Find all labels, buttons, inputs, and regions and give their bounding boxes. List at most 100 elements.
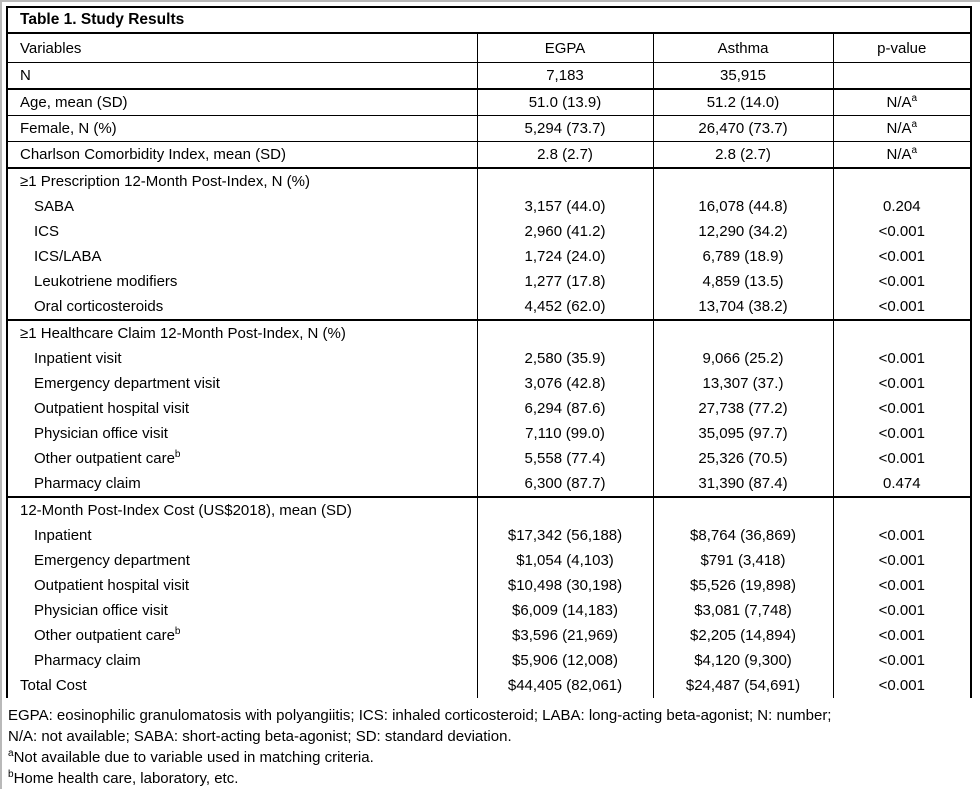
footnote-abbreviations-line-2: N/A: not available; SABA: short-acting b… bbox=[8, 728, 512, 745]
p-value-cell: <0.001 bbox=[832, 623, 972, 648]
p-value-cell: <0.001 bbox=[832, 294, 972, 320]
asthma-value-cell bbox=[652, 319, 833, 346]
table-row: Outpatient hospital visit 6,294 (87.6) 2… bbox=[7, 396, 972, 421]
table-row: Inpatient $17,342 (56,188) $8,764 (36,86… bbox=[7, 523, 972, 548]
section-label-cell: ≥1 Prescription 12-Month Post-Index, N (… bbox=[7, 167, 477, 194]
footnote-abbreviations-line-1: EGPA: eosinophilic granulomatosis with p… bbox=[8, 707, 832, 724]
row-label-cell: Emergency department bbox=[34, 552, 190, 569]
table-row: Pharmacy claim 6,300 (87.7) 31,390 (87.4… bbox=[7, 471, 972, 497]
egpa-value-cell: 3,157 (44.0) bbox=[476, 194, 653, 219]
row-label-cell: Inpatient bbox=[34, 527, 92, 544]
table-row: Charlson Comorbidity Index, mean (SD) 2.… bbox=[7, 141, 972, 169]
p-value-cell: 0.474 bbox=[832, 471, 972, 497]
egpa-value-cell: $6,009 (14,183) bbox=[476, 598, 653, 623]
asthma-value-cell: $2,205 (14,894) bbox=[652, 623, 833, 648]
column-header-pvalue: p-value bbox=[832, 33, 972, 63]
asthma-value-cell: $4,120 (9,300) bbox=[652, 648, 833, 673]
row-label-cell: Outpatient hospital visit bbox=[34, 577, 190, 594]
table-row: ICS/LABA 1,724 (24.0) 6,789 (18.9) <0.00… bbox=[7, 244, 972, 269]
asthma-value-cell: 25,326 (70.5) bbox=[652, 446, 833, 471]
asthma-value-cell bbox=[652, 167, 833, 194]
table-row: Physician office visit $6,009 (14,183) $… bbox=[7, 598, 972, 623]
table-row: Other outpatient careb 5,558 (77.4) 25,3… bbox=[7, 446, 972, 471]
egpa-value-cell: 1,277 (17.8) bbox=[476, 269, 653, 294]
egpa-value-cell: 7,110 (99.0) bbox=[476, 421, 653, 446]
row-label-cell: Pharmacy claim bbox=[34, 475, 141, 492]
table-row: Emergency department $1,054 (4,103) $791… bbox=[7, 548, 972, 573]
section-header-row: ≥1 Prescription 12-Month Post-Index, N (… bbox=[7, 167, 972, 194]
asthma-value-cell: 31,390 (87.4) bbox=[652, 471, 833, 497]
asthma-value-cell: 35,915 bbox=[652, 62, 833, 90]
asthma-value-cell: 26,470 (73.7) bbox=[652, 115, 833, 142]
p-value-cell: <0.001 bbox=[832, 421, 972, 446]
table-row: Female, N (%) 5,294 (73.7) 26,470 (73.7)… bbox=[7, 115, 972, 142]
p-value-cell: <0.001 bbox=[832, 673, 972, 698]
asthma-value-cell: 2.8 (2.7) bbox=[652, 141, 833, 169]
footnote-a: aNot available due to variable used in m… bbox=[8, 748, 374, 767]
total-cost-row: Total Cost $44,405 (82,061) $24,487 (54,… bbox=[7, 673, 972, 698]
table-row: Outpatient hospital visit $10,498 (30,19… bbox=[7, 573, 972, 598]
row-label-cell: Charlson Comorbidity Index, mean (SD) bbox=[7, 141, 477, 169]
p-value-cell: <0.001 bbox=[832, 371, 972, 396]
asthma-value-cell: 4,859 (13.5) bbox=[652, 269, 833, 294]
table-title-row: Table 1. Study Results bbox=[7, 7, 972, 34]
asthma-value-cell: 9,066 (25.2) bbox=[652, 346, 833, 371]
table-row: Oral corticosteroids 4,452 (62.0) 13,704… bbox=[7, 294, 972, 320]
table-title: Table 1. Study Results bbox=[7, 7, 972, 34]
table-row: Age, mean (SD) 51.0 (13.9) 51.2 (14.0) N… bbox=[7, 89, 972, 116]
table-row: Inpatient visit 2,580 (35.9) 9,066 (25.2… bbox=[7, 346, 972, 371]
row-label-cell: ICS bbox=[34, 223, 60, 240]
row-label-cell: N bbox=[7, 62, 477, 90]
asthma-value-cell: $791 (3,418) bbox=[652, 548, 833, 573]
table-row: Emergency department visit 3,076 (42.8) … bbox=[7, 371, 972, 396]
table-row: Physician office visit 7,110 (99.0) 35,0… bbox=[7, 421, 972, 446]
p-value-cell: <0.001 bbox=[832, 244, 972, 269]
row-label-cell: Emergency department visit bbox=[34, 375, 220, 392]
asthma-value-cell: $3,081 (7,748) bbox=[652, 598, 833, 623]
study-results-table: Table 1. Study Results Variables EGPA As… bbox=[6, 6, 973, 698]
asthma-value-cell: $24,487 (54,691) bbox=[652, 673, 833, 698]
asthma-value-cell: 51.2 (14.0) bbox=[652, 89, 833, 116]
section-label-cell: ≥1 Healthcare Claim 12-Month Post-Index,… bbox=[7, 319, 477, 346]
table-row: N 7,183 35,915 bbox=[7, 62, 972, 90]
table-footnotes: EGPA: eosinophilic granulomatosis with p… bbox=[8, 705, 980, 789]
section-header-row: 12-Month Post-Index Cost (US$2018), mean… bbox=[7, 496, 972, 523]
egpa-value-cell: 2,580 (35.9) bbox=[476, 346, 653, 371]
egpa-value-cell: $10,498 (30,198) bbox=[476, 573, 653, 598]
row-label-cell: Leukotriene modifiers bbox=[34, 273, 178, 290]
asthma-value-cell: $5,526 (19,898) bbox=[652, 573, 833, 598]
egpa-value-cell: 5,294 (73.7) bbox=[476, 115, 653, 142]
asthma-value-cell: 12,290 (34.2) bbox=[652, 219, 833, 244]
column-header-asthma: Asthma bbox=[652, 33, 833, 63]
egpa-value-cell bbox=[476, 167, 653, 194]
egpa-value-cell: $5,906 (12,008) bbox=[476, 648, 653, 673]
egpa-value-cell: 2,960 (41.2) bbox=[476, 219, 653, 244]
p-value-cell: <0.001 bbox=[832, 598, 972, 623]
row-label-cell: Other outpatient careb bbox=[34, 449, 181, 468]
asthma-value-cell: 13,307 (37.) bbox=[652, 371, 833, 396]
column-header-variables: Variables bbox=[7, 33, 477, 63]
row-label-cell: Physician office visit bbox=[34, 425, 168, 442]
row-label-cell: SABA bbox=[34, 198, 75, 215]
asthma-value-cell: 35,095 (97.7) bbox=[652, 421, 833, 446]
p-value-cell: <0.001 bbox=[832, 219, 972, 244]
table-row: Pharmacy claim $5,906 (12,008) $4,120 (9… bbox=[7, 648, 972, 673]
egpa-value-cell: 2.8 (2.7) bbox=[476, 141, 653, 169]
egpa-value-cell: 1,724 (24.0) bbox=[476, 244, 653, 269]
p-value-cell: <0.001 bbox=[832, 548, 972, 573]
p-value-cell: 0.204 bbox=[832, 194, 972, 219]
section-header-row: ≥1 Healthcare Claim 12-Month Post-Index,… bbox=[7, 319, 972, 346]
footnote-b: bHome health care, laboratory, etc. bbox=[8, 769, 239, 788]
table-row: Leukotriene modifiers 1,277 (17.8) 4,859… bbox=[7, 269, 972, 294]
p-value-cell: <0.001 bbox=[832, 269, 972, 294]
egpa-value-cell: 4,452 (62.0) bbox=[476, 294, 653, 320]
egpa-value-cell: 7,183 bbox=[476, 62, 653, 90]
p-value-cell: <0.001 bbox=[832, 648, 972, 673]
row-label-cell: ICS/LABA bbox=[34, 248, 102, 265]
egpa-value-cell: $1,054 (4,103) bbox=[476, 548, 653, 573]
egpa-value-cell: 51.0 (13.9) bbox=[476, 89, 653, 116]
egpa-value-cell: 3,076 (42.8) bbox=[476, 371, 653, 396]
section-label-cell: 12-Month Post-Index Cost (US$2018), mean… bbox=[7, 496, 477, 523]
p-value-cell bbox=[832, 62, 972, 90]
